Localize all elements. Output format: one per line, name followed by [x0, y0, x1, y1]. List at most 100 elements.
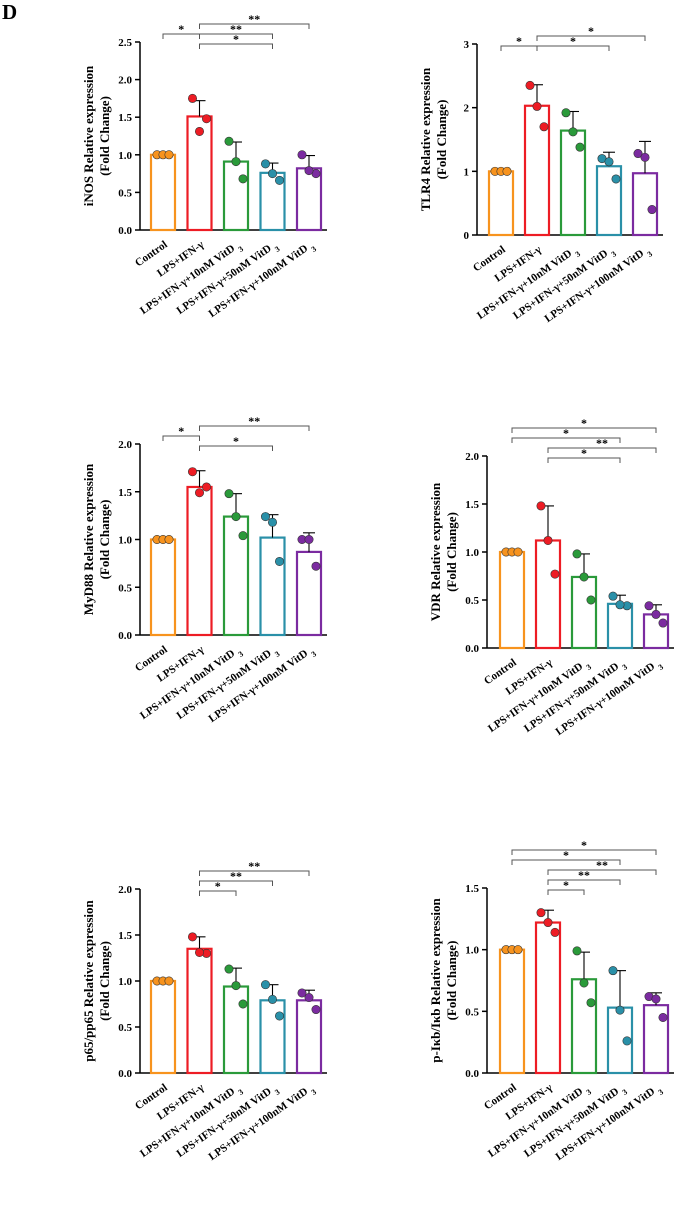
- y-tick-label: 1.0: [118, 535, 132, 547]
- significance-label: **: [248, 12, 260, 26]
- bar: [570, 575, 598, 650]
- chart-vdr: 0.0 0.5 1.0 1.5 2.0 VDR Relative expression (F…: [428, 416, 674, 741]
- y-tick-label: 0.5: [118, 1022, 132, 1034]
- y-tick-label: 0.0: [118, 1068, 132, 1080]
- data-point: [543, 918, 553, 928]
- y-tick-label: 1.5: [465, 499, 479, 511]
- data-point: [304, 534, 314, 544]
- y-axis-label: iNOS Relative expression: [81, 65, 96, 206]
- y-tick-label: 0.0: [118, 630, 132, 642]
- data-point: [651, 609, 661, 619]
- y-tick-label: 0.0: [465, 1068, 479, 1080]
- y-tick-label: 2.0: [118, 439, 132, 451]
- significance-bracket: [536, 45, 610, 51]
- significance-bracket: [547, 447, 657, 453]
- data-point: [164, 534, 174, 544]
- y-tick-label: 2: [464, 103, 470, 115]
- data-point: [651, 994, 661, 1004]
- data-point: [195, 947, 205, 957]
- y-tick-label: 0.5: [118, 582, 132, 594]
- significance-label: *: [233, 434, 239, 448]
- significance-bracket: [511, 427, 657, 433]
- y-tick-label: 2.5: [118, 37, 132, 49]
- data-point: [195, 126, 205, 136]
- data-point: [224, 489, 234, 499]
- data-point: [622, 1036, 632, 1046]
- data-point: [274, 1011, 284, 1021]
- significance-bracket: [511, 859, 621, 865]
- chart-pikb: 0.0 0.5 1.0 1.5 p-Iκb/Iκb Relative expressio…: [428, 838, 674, 1166]
- significance-label: *: [516, 34, 522, 48]
- data-point: [658, 1012, 668, 1022]
- y-axis-label-units: (Fold Change): [97, 500, 112, 580]
- significance-bracket: [199, 445, 273, 451]
- bar: [534, 921, 562, 1075]
- bar: [186, 485, 213, 637]
- data-point: [579, 978, 589, 988]
- significance-bracket: [511, 849, 657, 855]
- significance-label: *: [581, 838, 587, 852]
- significance-bracket: [199, 43, 273, 49]
- y-tick-label: 1: [464, 166, 470, 178]
- y-axis-label: MyD88 Relative expression: [81, 463, 96, 615]
- y-axis-label: p65/pp65 Relative expression: [81, 899, 96, 1061]
- y-tick-label: 1.5: [118, 930, 132, 942]
- chart-inos: 0.0 0.5 1.0 1.5 2.0 2.5 iNOS Relative expressi…: [81, 12, 327, 323]
- significance-bracket: [199, 33, 273, 39]
- data-point: [572, 946, 582, 956]
- significance-bracket: [536, 35, 646, 41]
- data-point: [536, 501, 546, 511]
- y-axis-label: p-Iκb/Iκb Relative expression: [428, 898, 443, 1063]
- y-tick-label: 0.5: [465, 595, 479, 607]
- data-point: [267, 169, 277, 179]
- significance-bracket: [547, 457, 621, 463]
- bar: [222, 160, 250, 232]
- data-point: [202, 482, 212, 492]
- y-tick-label: 0.5: [465, 1006, 479, 1018]
- data-point: [260, 512, 270, 522]
- y-tick-label: 0.5: [118, 187, 132, 199]
- data-point: [260, 980, 270, 990]
- data-point: [604, 157, 614, 167]
- data-point: [195, 488, 205, 498]
- y-tick-label: 1.5: [118, 487, 132, 499]
- bar: [631, 172, 659, 237]
- data-point: [525, 80, 535, 90]
- data-point: [164, 976, 174, 986]
- y-tick-label: 2.0: [465, 451, 479, 463]
- y-tick-label: 0.0: [465, 643, 479, 655]
- y-tick-label: 3: [464, 39, 470, 51]
- y-axis-label: VDR Relative expression: [428, 482, 443, 621]
- data-point: [608, 966, 618, 976]
- data-point: [238, 174, 248, 184]
- data-point: [224, 964, 234, 974]
- y-tick-label: 1.5: [118, 112, 132, 124]
- significance-label: *: [215, 879, 221, 893]
- y-tick-label: 1.0: [118, 976, 132, 988]
- significance-label: **: [578, 868, 590, 882]
- significance-label: **: [230, 869, 242, 883]
- y-axis-label-units: (Fold Change): [444, 512, 459, 592]
- significance-bracket: [547, 869, 657, 875]
- data-point: [633, 149, 643, 159]
- significance-label: *: [588, 24, 594, 38]
- bar: [222, 985, 250, 1075]
- data-point: [644, 601, 654, 611]
- significance-label: *: [570, 34, 576, 48]
- significance-bracket: [199, 890, 237, 896]
- data-point: [188, 93, 198, 103]
- significance-label: *: [178, 22, 184, 36]
- significance-label: *: [563, 848, 569, 862]
- data-point: [188, 467, 198, 477]
- data-point: [267, 517, 277, 527]
- y-tick-label: 0.0: [118, 225, 132, 237]
- data-point: [238, 999, 248, 1009]
- data-point: [568, 127, 578, 137]
- y-tick-label: 1.0: [465, 945, 479, 957]
- data-point: [532, 101, 542, 111]
- data-point: [543, 535, 553, 545]
- bar: [570, 978, 598, 1075]
- chart-p65: 0.0 0.5 1.0 1.5 2.0 p65/pp65 Relative express…: [81, 859, 327, 1166]
- data-point: [615, 1005, 625, 1015]
